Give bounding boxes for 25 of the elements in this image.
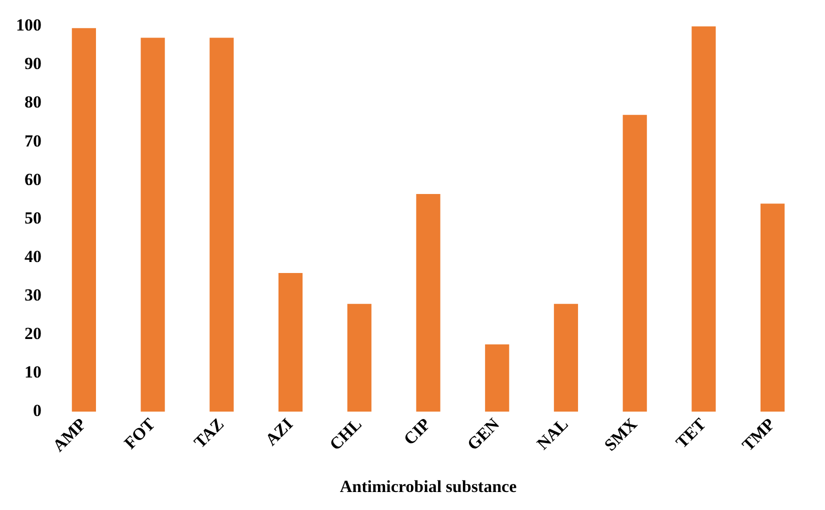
bar: [347, 304, 372, 412]
x-axis-title: Antimicrobial substance: [340, 477, 518, 496]
bar: [72, 28, 96, 412]
y-tick-label: 40: [24, 246, 42, 266]
bar: [210, 38, 234, 412]
x-tick-label: CHL: [326, 414, 366, 454]
bar: [554, 304, 578, 412]
y-tick-label: 20: [24, 324, 42, 344]
bar: [140, 38, 165, 412]
x-tick-label: CIP: [400, 414, 434, 449]
y-tick-label: 70: [24, 131, 42, 150]
y-tick-label: 100: [16, 16, 42, 35]
bar: [692, 26, 716, 412]
bar: [278, 272, 303, 412]
y-tick-label: 60: [24, 170, 42, 189]
y-tick-label: 50: [24, 208, 42, 228]
bar: [622, 114, 647, 412]
bar: [416, 194, 440, 412]
y-tick-label: 90: [24, 54, 42, 74]
y-tick-label: 30: [24, 286, 42, 305]
y-tick-label: 0: [33, 401, 42, 420]
y-tick-label: 10: [24, 362, 42, 382]
bar: [485, 344, 510, 412]
bar: [760, 204, 785, 412]
y-tick-label: 80: [24, 92, 42, 112]
